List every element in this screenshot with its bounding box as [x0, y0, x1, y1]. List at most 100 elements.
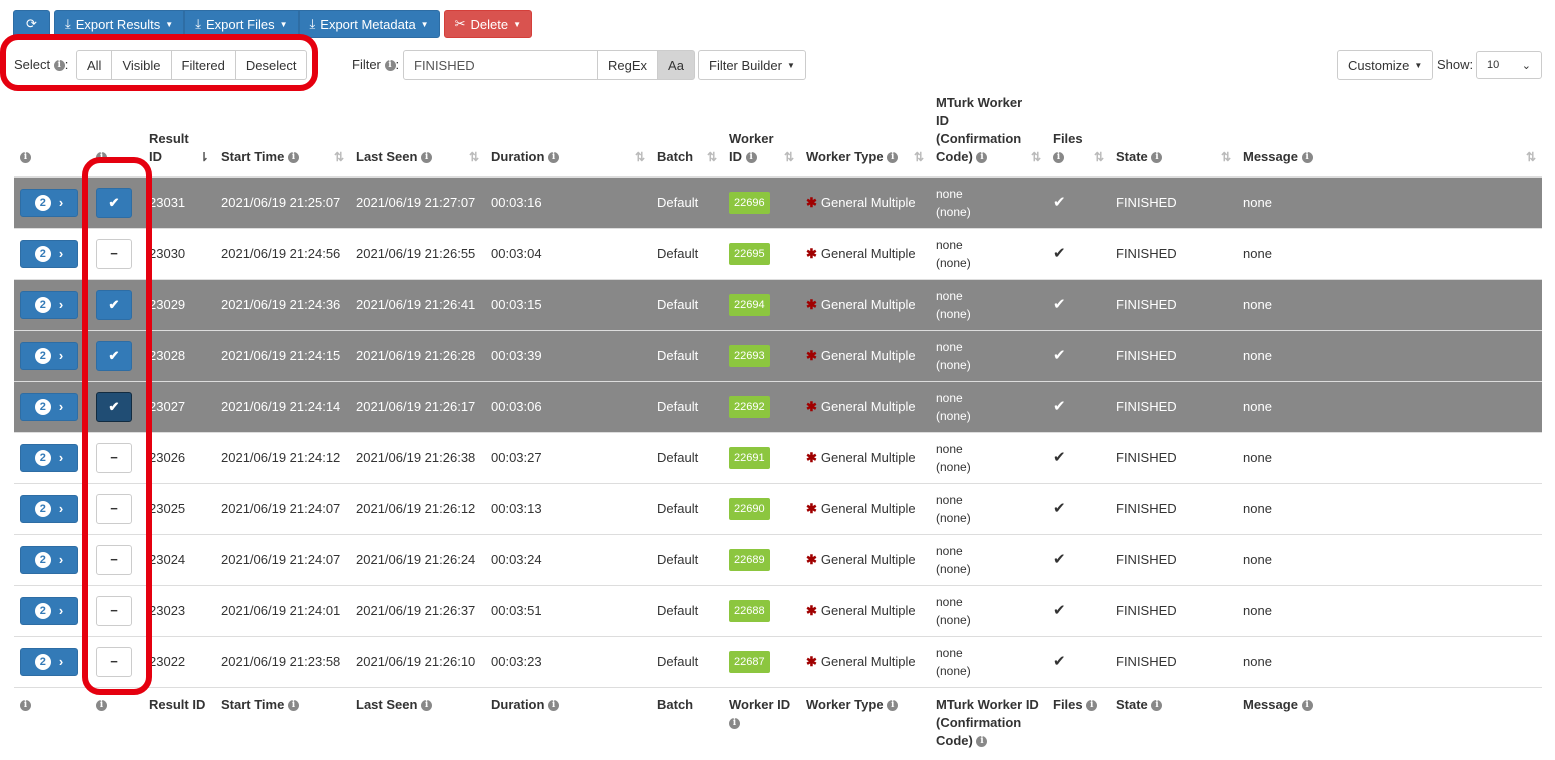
message: none	[1237, 278, 1542, 330]
row-select-checkbox[interactable]: −	[96, 595, 132, 626]
worker-id-label[interactable]: 22687	[729, 650, 770, 673]
filter-builder-button[interactable]: Filter Builder ▼	[698, 50, 806, 80]
message: none	[1237, 431, 1542, 483]
col-last-seen[interactable]: Last Seen i ⇅	[350, 90, 485, 178]
select-cell: −	[90, 533, 143, 585]
table-row[interactable]: 2 › − 23023 2021/06/19 21:24:01 2021/06/1…	[14, 584, 1542, 636]
worker-id-label[interactable]: 22688	[729, 599, 770, 622]
worker-id-label[interactable]: 22695	[729, 242, 770, 265]
start-time: 2021/06/19 21:23:58	[215, 635, 350, 687]
table-row[interactable]: 2 › − 23025 2021/06/19 21:24:07 2021/06/1…	[14, 482, 1542, 534]
table-row[interactable]: 2 › ✔ 23029 2021/06/19 21:24:36 2021/06/1…	[14, 278, 1542, 330]
col-start-time[interactable]: Start Time i ⇅	[215, 90, 350, 178]
filter-input[interactable]	[403, 50, 598, 80]
col-mturk[interactable]: MTurk Worker ID (Confirmation Code) i ⇅	[930, 90, 1047, 178]
state: FINISHED	[1110, 635, 1237, 687]
sort-icon: ⇅	[1093, 150, 1104, 164]
asterisk-icon: ✱	[806, 398, 817, 414]
table-row[interactable]: 2 › ✔ 23027 2021/06/19 21:24:14 2021/06/1…	[14, 380, 1542, 432]
sort-icon: ⇅	[1525, 150, 1536, 164]
batch: Default	[651, 482, 723, 534]
worker-id-label[interactable]: 22692	[729, 395, 770, 418]
worker-id-label[interactable]: 22689	[729, 548, 770, 571]
deselect-button[interactable]: Deselect	[234, 50, 308, 80]
expand-row-button[interactable]: 2 ›	[20, 647, 78, 676]
row-select-checkbox[interactable]: −	[96, 646, 132, 677]
last-seen: 2021/06/19 21:26:55	[350, 227, 485, 279]
row-select-checkbox[interactable]: ✔	[96, 187, 132, 218]
table-row[interactable]: 2 › ✔ 23031 2021/06/19 21:25:07 2021/06/1…	[14, 176, 1542, 228]
table-row[interactable]: 2 › ✔ 23028 2021/06/19 21:24:15 2021/06/1…	[14, 329, 1542, 381]
row-select-checkbox[interactable]: −	[96, 442, 132, 473]
delete-icon: ✂	[454, 16, 466, 31]
case-sensitive-toggle[interactable]: Aa	[657, 50, 695, 80]
worker-id-cell: 22692	[723, 380, 800, 432]
state: FINISHED	[1110, 533, 1237, 585]
expand-row-button[interactable]: 2 ›	[20, 392, 78, 421]
expand-row-button[interactable]: 2 ›	[20, 596, 78, 625]
worker-id-label[interactable]: 22690	[729, 497, 770, 520]
worker-id-label[interactable]: 22696	[729, 191, 770, 214]
worker-type: ✱ General Multiple	[800, 176, 930, 228]
table-row[interactable]: 2 › − 23024 2021/06/19 21:24:07 2021/06/1…	[14, 533, 1542, 585]
worker-id-label[interactable]: 22691	[729, 446, 770, 469]
expand-row-button[interactable]: 2 ›	[20, 239, 78, 268]
caret-down-icon: ▼	[786, 60, 795, 70]
worker-id-label[interactable]: 22693	[729, 344, 770, 367]
expand-row-button[interactable]: 2 ›	[20, 290, 78, 319]
col-message[interactable]: Message i ⇅	[1237, 90, 1542, 178]
result-id: 23026	[143, 431, 215, 483]
delete-button[interactable]: ✂ Delete ▼	[443, 10, 532, 38]
select-all-button[interactable]: All	[76, 50, 113, 80]
expand-row-button[interactable]: 2 ›	[20, 494, 78, 523]
col-state[interactable]: State i ⇅	[1110, 90, 1237, 178]
footer-row: i i Result ID Start Time i Last Seen i D…	[14, 686, 1542, 760]
customize-button[interactable]: Customize ▼	[1337, 50, 1434, 80]
table-row[interactable]: 2 › − 23022 2021/06/19 21:23:58 2021/06/1…	[14, 635, 1542, 687]
info-icon: i	[548, 152, 560, 164]
table-row[interactable]: 2 › − 23030 2021/06/19 21:24:56 2021/06/1…	[14, 227, 1542, 279]
export-files-button[interactable]: ⤓ Export Files ▼	[184, 10, 299, 38]
filter-label: Filter i:	[352, 57, 400, 72]
worker-id-cell: 22696	[723, 176, 800, 228]
count-badge: 2	[34, 398, 51, 415]
col-worker-id[interactable]: Worker ID i ⇅	[723, 90, 800, 178]
worker-id-cell: 22690	[723, 482, 800, 534]
row-select-checkbox[interactable]: −	[96, 544, 132, 575]
col-files[interactable]: Files i ⇅	[1047, 90, 1110, 178]
result-id: 23027	[143, 380, 215, 432]
row-select-checkbox[interactable]: −	[96, 493, 132, 524]
col-duration[interactable]: Duration i ⇅	[485, 90, 651, 178]
col-worker-type[interactable]: Worker Type i ⇅	[800, 90, 930, 178]
export-metadata-button[interactable]: ⤓ Export Metadata ▼	[298, 10, 440, 38]
regex-toggle[interactable]: RegEx	[597, 50, 659, 80]
duration: 00:03:15	[485, 278, 651, 330]
row-select-checkbox[interactable]: ✔	[96, 391, 132, 422]
col-result-id[interactable]: Result ID ⇂	[143, 90, 215, 178]
export-results-button[interactable]: ⤓ Export Results ▼	[54, 10, 185, 38]
select-visible-button[interactable]: Visible	[111, 50, 172, 80]
refresh-button[interactable]: ⟳	[13, 10, 50, 38]
files-check-icon: ✔	[1047, 533, 1110, 585]
select-filtered-button[interactable]: Filtered	[170, 50, 236, 80]
col-batch[interactable]: Batch ⇅	[651, 90, 723, 178]
export-icon: ⤓	[309, 16, 316, 31]
expand-row-button[interactable]: 2 ›	[20, 341, 78, 370]
foot-last-seen: Last Seen i	[350, 686, 485, 760]
expand-row-button[interactable]: 2 ›	[20, 545, 78, 574]
row-select-checkbox[interactable]: ✔	[96, 289, 132, 320]
row-select-checkbox[interactable]: −	[96, 238, 132, 269]
page-size-select[interactable]: 10 ⌄	[1476, 51, 1542, 79]
duration: 00:03:06	[485, 380, 651, 432]
row-select-checkbox[interactable]: ✔	[96, 340, 132, 371]
worker-type: ✱ General Multiple	[800, 329, 930, 381]
export-group: ⤓ Export Results ▼ ⤓ Export Files ▼ ⤓ Ex…	[54, 10, 440, 38]
expand-row-button[interactable]: 2 ›	[20, 443, 78, 472]
info-icon: i	[421, 152, 433, 164]
worker-id-label[interactable]: 22694	[729, 293, 770, 316]
duration: 00:03:39	[485, 329, 651, 381]
foot-info: i	[14, 686, 90, 760]
col-info: i	[14, 90, 90, 178]
table-row[interactable]: 2 › − 23026 2021/06/19 21:24:12 2021/06/1…	[14, 431, 1542, 483]
expand-row-button[interactable]: 2 ›	[20, 188, 78, 217]
